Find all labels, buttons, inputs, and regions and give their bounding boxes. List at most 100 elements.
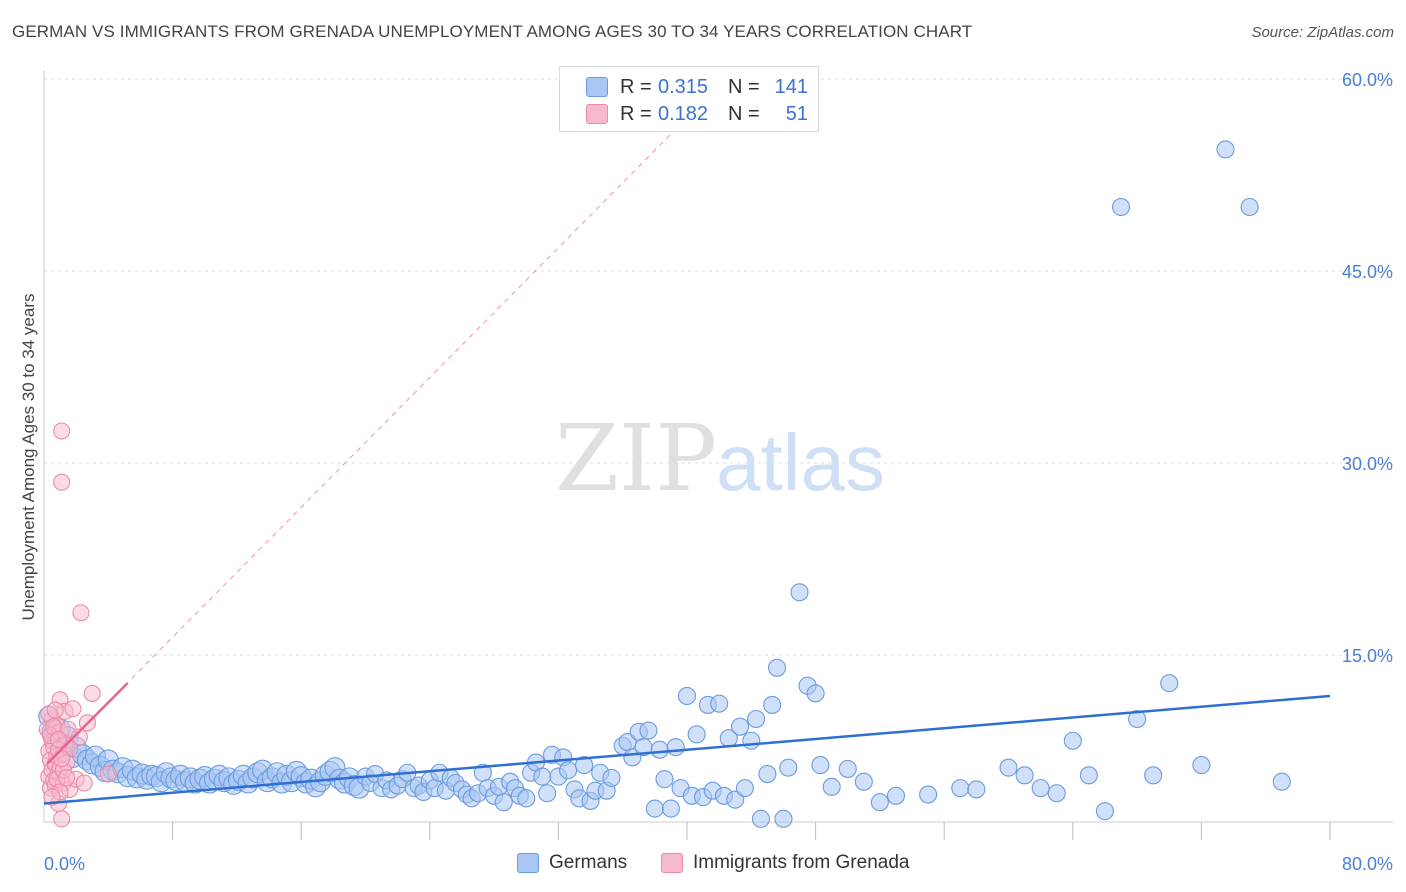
germans-point (747, 709, 766, 729)
germans-point (639, 721, 658, 740)
germans-point (774, 809, 793, 828)
germans-point (1144, 766, 1163, 785)
germans-point (558, 761, 578, 780)
germans-point (710, 694, 729, 713)
germans-point (1192, 756, 1211, 775)
bottom-legend-germans: Germans (517, 852, 627, 874)
germans-point (645, 799, 664, 818)
grenada-point (43, 788, 61, 806)
grenada-point (53, 422, 71, 440)
germans-point (735, 779, 754, 798)
legend-r-label: R = (620, 102, 652, 125)
x-tick-label-max: 80.0% (1342, 854, 1393, 874)
y-tick-label: 45.0% (1342, 262, 1393, 282)
legend-n-label: N = (728, 75, 760, 98)
germans-point (999, 758, 1018, 777)
germans-point (730, 717, 750, 736)
germans-point (655, 770, 674, 789)
germans-point (1111, 197, 1131, 217)
legend-r-label: R = (620, 75, 652, 98)
chart-title: GERMAN VS IMMIGRANTS FROM GRENADA UNEMPL… (12, 22, 973, 41)
bottom-legend-label-grenada: Immigrants from Grenada (693, 852, 910, 873)
germans-point (687, 725, 706, 744)
grenada-point (57, 769, 76, 787)
grenada-point (72, 604, 90, 622)
y-axis-label: Unemployment Among Ages 30 to 34 years (19, 294, 38, 621)
y-tick-label: 30.0% (1342, 454, 1393, 474)
germans-point (1047, 784, 1066, 803)
germans-point (726, 790, 745, 809)
grenada-point (53, 473, 71, 491)
y-tick-label: 60.0% (1342, 70, 1393, 90)
y-tick-labels: 15.0% 30.0% 45.0% 60.0% (1342, 70, 1393, 666)
germans-point (533, 767, 552, 786)
trendlines (43, 85, 1331, 805)
legend-row-germans: R = 0.315 N = 141 (586, 74, 808, 100)
germans-point (1216, 140, 1235, 159)
bottom-legend-label-germans: Germans (549, 852, 628, 873)
legend-row-grenada: R = 0.182 N = 51 (586, 101, 808, 127)
germans-point (1079, 766, 1098, 785)
germans-point (1240, 197, 1259, 217)
watermark-zip: ZIP (555, 405, 717, 512)
bottom-legend-grenada: Immigrants from Grenada (661, 852, 909, 874)
germans-point (1095, 802, 1114, 821)
germans-point (494, 793, 513, 812)
germans-point (854, 772, 873, 791)
grenada-point (70, 728, 88, 746)
correlation-legend: R = 0.315 N = 141 R = 0.182 N = 51 (559, 66, 819, 132)
grenada-point (75, 774, 93, 792)
legend-n-value: 51 (785, 102, 808, 125)
germans-point (763, 695, 782, 714)
germans-point (677, 686, 697, 706)
germans-point (767, 658, 787, 677)
grenada-point (53, 750, 71, 768)
germans-point (886, 786, 906, 805)
germans-point (538, 784, 557, 803)
grenada-point (46, 701, 64, 719)
germans-point (811, 756, 830, 775)
germans-point (951, 779, 970, 798)
y-tick-label: 15.0% (1342, 646, 1393, 666)
legend-n-label: N = (728, 102, 760, 125)
source-label: Source: ZipAtlas.com (1251, 24, 1394, 41)
germans-point (790, 583, 809, 602)
germans-point (661, 799, 680, 818)
germans-point (1063, 731, 1082, 750)
legend-r-value: 0.315 (658, 75, 709, 98)
grenada-point (49, 730, 68, 749)
germans-point (517, 789, 536, 808)
legend-swatch-blue (586, 77, 608, 97)
germans-point (1031, 779, 1050, 798)
germans-point (751, 809, 770, 828)
legend-n-value: 141 (774, 75, 808, 98)
germans-point (575, 756, 594, 775)
germans-point (870, 793, 889, 812)
gridlines (44, 78, 1393, 656)
watermark: ZIP atlas (555, 405, 885, 512)
germans-point (742, 731, 761, 750)
grenada-point (99, 765, 117, 783)
bottom-legend-swatch-blue (517, 853, 539, 873)
germans-point (806, 684, 825, 703)
watermark-atlas: atlas (716, 418, 885, 507)
germans-point (838, 759, 857, 778)
germans-point (967, 780, 986, 799)
germans-point (822, 777, 841, 796)
grenada-point (64, 700, 82, 718)
germans-point (602, 768, 621, 787)
germans-point (1015, 766, 1034, 785)
germans-point (1128, 709, 1147, 729)
bottom-legend-swatch-pink (661, 853, 683, 873)
germans-point (650, 740, 669, 759)
germans-point (1160, 674, 1179, 693)
germans-point (919, 785, 938, 804)
germans-point (758, 764, 777, 784)
x-tick-label-min: 0.0% (44, 854, 85, 874)
germans-point (1272, 772, 1291, 791)
grenada-point (53, 810, 71, 828)
grenada-trendline (46, 682, 129, 765)
germans-point (779, 758, 798, 777)
germans-trendline (43, 694, 1331, 805)
